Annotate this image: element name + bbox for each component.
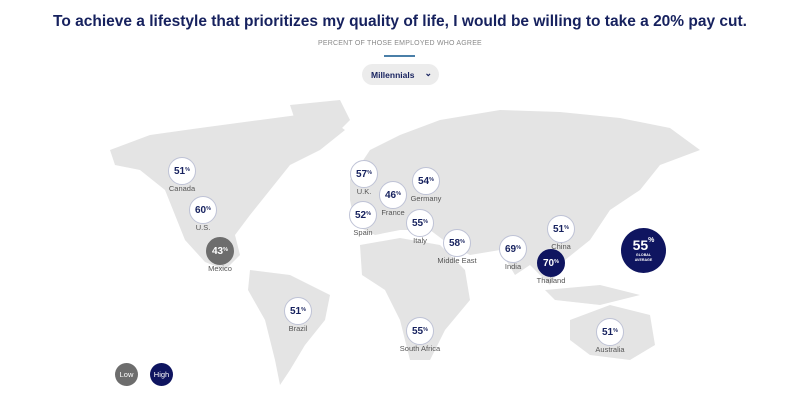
marker-value: 46 (384, 189, 397, 201)
average-label: AVERAGE (634, 258, 653, 262)
percent-sign: % (564, 225, 569, 231)
percent-sign: % (429, 177, 434, 183)
marker-value: 54 (417, 175, 430, 187)
marker-value: 51 (289, 305, 302, 317)
marker-middle-east[interactable]: 58% (443, 229, 471, 257)
percent-sign: % (396, 191, 401, 197)
marker-germany[interactable]: 54% (412, 167, 440, 195)
legend-low: Low (115, 363, 138, 386)
percent-sign: % (613, 328, 618, 334)
percent-sign: % (460, 239, 465, 245)
marker-label: Italy (413, 236, 427, 245)
marker-label: India (504, 262, 522, 271)
global-label: GLOBAL (635, 253, 652, 257)
marker-canada[interactable]: 51% (168, 157, 196, 185)
marker-india[interactable]: 69% (499, 235, 527, 263)
greenland (290, 100, 350, 140)
indonesia (545, 285, 640, 305)
divider (384, 55, 415, 57)
generation-select[interactable]: Millennials ⌄ (362, 64, 439, 85)
legend-high: High (150, 363, 173, 386)
percent-sign: % (648, 237, 655, 244)
marker-value: 60 (194, 204, 207, 216)
marker-value: 69 (504, 243, 517, 255)
africa (360, 238, 470, 360)
percent-sign: % (301, 307, 306, 313)
marker-label: South Africa (399, 344, 441, 353)
percent-sign: % (423, 219, 428, 225)
marker-thailand[interactable]: 70% (537, 249, 565, 277)
marker-value: 52 (354, 209, 367, 221)
marker-label: France (381, 208, 405, 217)
eurasia (350, 110, 700, 285)
south-america (248, 270, 330, 385)
percent-sign: % (206, 206, 211, 212)
marker-mexico[interactable]: 43% (206, 237, 234, 265)
marker-china[interactable]: 51% (547, 215, 575, 243)
select-value: Millennials (371, 69, 415, 80)
marker-italy[interactable]: 55% (406, 209, 434, 237)
percent-sign: % (516, 245, 521, 251)
marker-u-k-[interactable]: 57% (350, 160, 378, 188)
marker-label: China (551, 242, 571, 251)
marker-label: U.K. (356, 187, 372, 196)
percent-sign: % (185, 167, 190, 173)
marker-label: Germany (410, 194, 442, 203)
marker-value: 51 (601, 326, 614, 338)
marker-label: Brazil (288, 324, 308, 333)
marker-label: U.S. (195, 223, 211, 232)
marker-australia[interactable]: 51% (596, 318, 624, 346)
marker-value: 57 (355, 168, 368, 180)
percent-sign: % (367, 170, 372, 176)
marker-value: 55 (411, 217, 424, 229)
marker-label: Middle East (437, 256, 477, 265)
percent-sign: % (423, 327, 428, 333)
percent-sign: % (366, 211, 371, 217)
marker-label: Thailand (536, 276, 566, 285)
global-average-value: 55 (632, 237, 649, 253)
chevron-down-icon: ⌄ (424, 68, 432, 78)
marker-label: Australia (595, 345, 625, 354)
marker-value: 55 (411, 325, 424, 337)
percent-sign: % (223, 247, 228, 253)
marker-south-africa[interactable]: 55% (406, 317, 434, 345)
marker-u-s-[interactable]: 60% (189, 196, 217, 224)
north-america (110, 112, 345, 270)
marker-label: Canada (168, 184, 196, 193)
subtitle: PERCENT OF THOSE EMPLOYED WHO AGREE (318, 40, 482, 47)
marker-value: 58 (448, 237, 461, 249)
marker-label: Mexico (208, 264, 232, 273)
marker-france[interactable]: 46% (379, 181, 407, 209)
marker-value: 51 (552, 223, 565, 235)
marker-label: Spain (353, 228, 373, 237)
marker-value: 43 (211, 245, 224, 257)
percent-sign: % (554, 259, 559, 265)
global-average-badge: 55% GLOBAL AVERAGE (621, 228, 666, 273)
marker-value: 51 (173, 165, 186, 177)
marker-value: 70 (542, 257, 555, 269)
marker-spain[interactable]: 52% (349, 201, 377, 229)
page-title: To achieve a lifestyle that prioritizes … (53, 13, 747, 30)
marker-brazil[interactable]: 51% (284, 297, 312, 325)
